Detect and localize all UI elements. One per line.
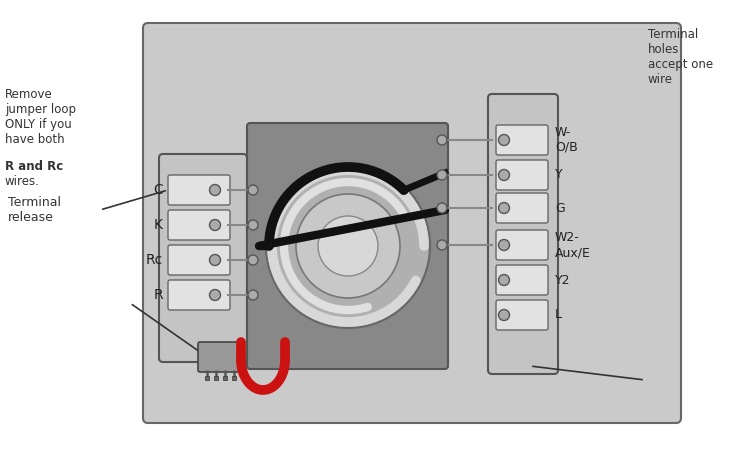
Bar	[223, 376, 227, 380]
Text: L: L	[555, 309, 562, 322]
Bar	[232, 376, 236, 380]
Text: Y2: Y2	[555, 273, 570, 287]
FancyBboxPatch shape	[168, 280, 230, 310]
Circle shape	[248, 290, 258, 300]
Circle shape	[498, 240, 509, 251]
Circle shape	[318, 216, 378, 276]
FancyBboxPatch shape	[168, 245, 230, 275]
Circle shape	[498, 274, 509, 285]
Text: W-
O/B: W- O/B	[555, 126, 578, 154]
FancyBboxPatch shape	[168, 210, 230, 240]
Circle shape	[209, 255, 220, 266]
Text: C: C	[154, 183, 163, 197]
FancyBboxPatch shape	[159, 154, 247, 362]
Circle shape	[498, 135, 509, 146]
Text: wires.: wires.	[5, 175, 40, 188]
FancyBboxPatch shape	[247, 123, 448, 369]
Text: Terminal
holes
accept one
wire: Terminal holes accept one wire	[648, 28, 713, 86]
FancyBboxPatch shape	[198, 342, 244, 372]
FancyBboxPatch shape	[496, 193, 548, 223]
Circle shape	[498, 310, 509, 321]
Text: Remove
jumper loop
ONLY if you
have both: Remove jumper loop ONLY if you have both	[5, 88, 76, 146]
Bar	[214, 376, 218, 380]
Bar	[205, 376, 209, 380]
Text: G: G	[555, 202, 564, 214]
Text: K: K	[154, 218, 163, 232]
Circle shape	[248, 185, 258, 195]
Circle shape	[437, 135, 447, 145]
Circle shape	[248, 220, 258, 230]
Text: Terminal
release: Terminal release	[8, 196, 61, 224]
Circle shape	[437, 240, 447, 250]
Circle shape	[437, 170, 447, 180]
FancyBboxPatch shape	[496, 230, 548, 260]
Circle shape	[296, 194, 400, 298]
FancyBboxPatch shape	[496, 125, 548, 155]
Text: Y: Y	[555, 169, 562, 181]
Text: R and Rc: R and Rc	[5, 160, 63, 173]
Circle shape	[209, 289, 220, 300]
Circle shape	[248, 255, 258, 265]
Circle shape	[498, 202, 509, 213]
Text: Rc: Rc	[146, 253, 163, 267]
Text: R: R	[154, 288, 163, 302]
Text: W2-
Aux/E: W2- Aux/E	[555, 231, 591, 259]
FancyBboxPatch shape	[488, 94, 558, 374]
FancyBboxPatch shape	[168, 175, 230, 205]
FancyBboxPatch shape	[496, 300, 548, 330]
Circle shape	[209, 185, 220, 196]
Circle shape	[209, 219, 220, 230]
Circle shape	[498, 169, 509, 180]
FancyBboxPatch shape	[143, 23, 681, 423]
Circle shape	[266, 164, 430, 328]
FancyBboxPatch shape	[496, 265, 548, 295]
Circle shape	[437, 203, 447, 213]
FancyBboxPatch shape	[496, 160, 548, 190]
